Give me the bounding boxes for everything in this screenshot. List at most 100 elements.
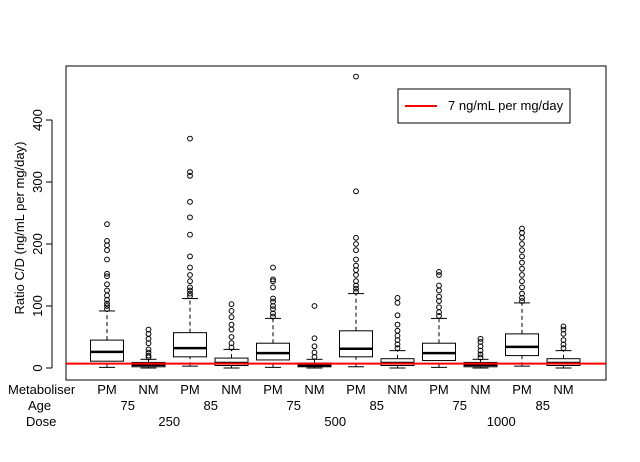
age-label: 75 [287, 398, 301, 413]
outlier-point [394, 300, 401, 306]
outlier-point [270, 306, 276, 313]
outlier-point [187, 169, 193, 175]
box-group [380, 295, 415, 369]
outlier-point [104, 247, 110, 254]
y-tick-label: 200 [30, 233, 45, 255]
outlier-point [394, 312, 401, 319]
outlier-point [187, 290, 193, 297]
outlier-point [187, 272, 193, 278]
outlier-point [104, 238, 110, 244]
box [505, 333, 539, 357]
outlier-point [104, 221, 110, 228]
outlier-point [228, 334, 235, 340]
plot-frame [65, 65, 607, 381]
outlier-point [560, 323, 567, 330]
outlier-point [270, 264, 276, 271]
row-label-age: Age [28, 398, 51, 413]
outlier-point [270, 295, 276, 302]
outlier-point [519, 278, 525, 285]
outlier-point [104, 306, 110, 313]
outlier-point [560, 337, 567, 344]
outlier-point [228, 340, 235, 347]
outlier-point [311, 303, 318, 309]
outlier-point [519, 234, 525, 241]
metaboliser-label: NM [138, 382, 158, 397]
outlier-point [187, 284, 193, 291]
outlier-point [477, 339, 484, 345]
outlier-point [145, 346, 152, 353]
outlier-point [187, 231, 193, 238]
age-label: 85 [370, 398, 384, 413]
outlier-point [353, 73, 359, 80]
outlier-point [477, 335, 484, 342]
dose-label: 250 [158, 414, 180, 429]
metaboliser-label: PM [346, 382, 366, 397]
outlier-point [104, 256, 110, 263]
box-group [546, 323, 581, 369]
metaboliser-label: PM [97, 382, 117, 397]
outlier-point [519, 265, 525, 272]
metaboliser-label: PM [512, 382, 532, 397]
outlier-point [353, 262, 359, 269]
outlier-point [436, 269, 442, 275]
outlier-point [228, 301, 235, 308]
y-tick-label: 400 [30, 109, 45, 131]
outlier-point [560, 345, 567, 352]
outlier-point [270, 313, 276, 320]
outlier-point [353, 256, 359, 263]
outlier-point [104, 270, 110, 277]
outlier-point [436, 287, 442, 294]
metaboliser-label: NM [470, 382, 490, 397]
outlier-point [519, 253, 525, 260]
outlier-point [228, 314, 235, 321]
outlier-point [311, 349, 318, 356]
y-tick-label: 100 [30, 295, 45, 317]
outlier-point [270, 278, 276, 285]
outlier-point [187, 253, 193, 260]
box [173, 332, 207, 358]
outlier-point [187, 287, 193, 294]
outlier-point [353, 278, 359, 285]
box-group [505, 225, 539, 367]
legend-label: 7 ng/mL per mg/day [448, 98, 564, 113]
box [339, 330, 373, 358]
box-group [131, 326, 166, 369]
outlier-point [436, 272, 442, 278]
outlier-point [104, 287, 110, 294]
outlier-point [519, 272, 525, 278]
outlier-point [311, 343, 318, 350]
outlier-point [145, 326, 152, 333]
x-category-labels: Metaboliser Age Dose PM NM PM NM PM NM PM NM PM N… [8, 382, 574, 429]
outlier-point [104, 273, 110, 280]
outlier-point [519, 298, 525, 304]
dose-label: 500 [324, 414, 346, 429]
metaboliser-label: NM [553, 382, 573, 397]
outlier-point [145, 352, 152, 359]
metaboliser-label: NM [387, 382, 407, 397]
y-tick-label: 0 [30, 364, 45, 371]
outlier-point [270, 276, 276, 283]
outlier-point [519, 225, 525, 232]
box [256, 342, 290, 361]
outlier-point [436, 313, 442, 319]
outlier-point [187, 172, 193, 179]
dose-label: 1000 [487, 414, 516, 429]
outlier-point [394, 345, 401, 352]
age-label: 75 [453, 398, 467, 413]
outlier-point [187, 198, 193, 205]
outlier-point [353, 247, 359, 254]
outlier-point [353, 234, 359, 241]
box-group [339, 73, 373, 368]
legend: 7 ng/mL per mg/day [397, 88, 571, 124]
box-group [297, 303, 332, 369]
box-group [90, 221, 124, 368]
outlier-point [519, 241, 525, 247]
outlier-point [519, 259, 525, 266]
outlier-point [519, 290, 525, 297]
outlier-point [187, 214, 193, 221]
metaboliser-label: PM [263, 382, 283, 397]
outlier-point [187, 278, 193, 285]
outlier-point [187, 135, 193, 142]
